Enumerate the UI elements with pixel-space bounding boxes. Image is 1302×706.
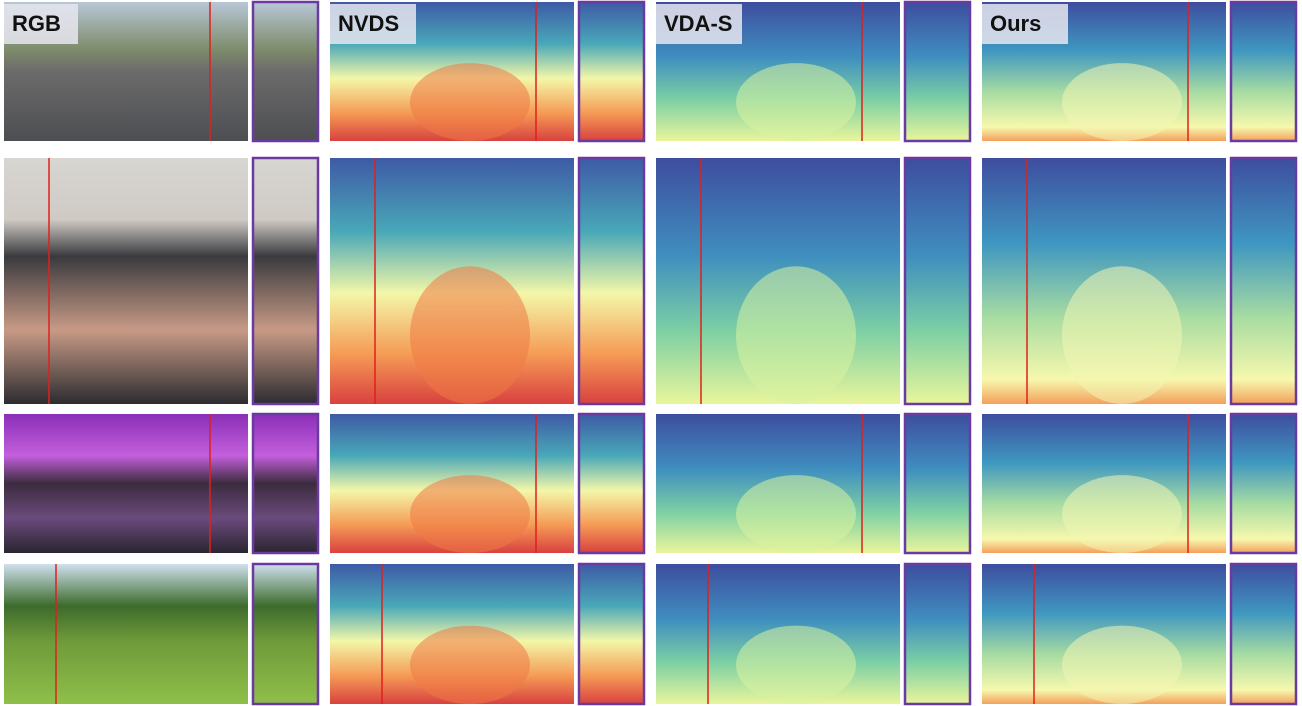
slice-panel bbox=[905, 414, 970, 553]
slice-panel bbox=[253, 2, 318, 141]
depth-object bbox=[410, 266, 530, 404]
figure: RGB NVDS VDA-S Ours bbox=[0, 0, 1302, 706]
depth-object bbox=[736, 475, 856, 553]
slice-panel bbox=[1231, 414, 1296, 553]
slice-panel bbox=[579, 2, 644, 141]
depth-object bbox=[1062, 266, 1182, 404]
depth-object bbox=[1062, 63, 1182, 141]
depth-object bbox=[736, 266, 856, 404]
image-panel bbox=[4, 158, 248, 404]
column-label: Ours bbox=[990, 11, 1041, 36]
slice-panel bbox=[1231, 158, 1296, 404]
slice-panel bbox=[905, 2, 970, 141]
slice-panel bbox=[1231, 564, 1296, 704]
depth-object bbox=[1062, 626, 1182, 704]
slice-panel bbox=[905, 158, 970, 404]
column-label: VDA-S bbox=[664, 11, 732, 36]
depth-object bbox=[410, 63, 530, 141]
depth-object bbox=[410, 475, 530, 553]
depth-object bbox=[736, 63, 856, 141]
depth-object bbox=[1062, 475, 1182, 553]
depth-object bbox=[410, 626, 530, 704]
slice-panel bbox=[905, 564, 970, 704]
slice-panel bbox=[253, 414, 318, 553]
image-panel bbox=[4, 414, 248, 553]
slice-panel bbox=[579, 414, 644, 553]
slice-panel bbox=[253, 158, 318, 404]
slice-panel bbox=[1231, 2, 1296, 141]
depth-object bbox=[736, 626, 856, 704]
slice-panel bbox=[579, 158, 644, 404]
column-label: NVDS bbox=[338, 11, 399, 36]
slice-panel bbox=[579, 564, 644, 704]
image-panel bbox=[4, 564, 248, 704]
column-label: RGB bbox=[12, 11, 61, 36]
slice-panel bbox=[253, 564, 318, 704]
